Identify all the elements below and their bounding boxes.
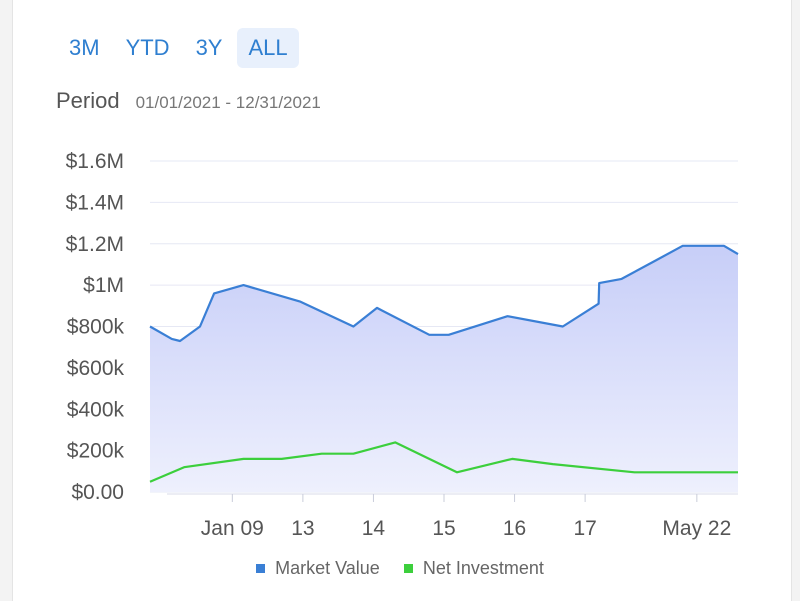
x-tick-label: Jan 09 (201, 517, 264, 540)
legend-item-net-investment[interactable]: Net Investment (403, 558, 544, 579)
x-tick-label: 13 (291, 517, 314, 540)
net-investment-line (149, 441, 738, 483)
y-tick-label: $200k (67, 440, 125, 463)
market-value-area (150, 245, 738, 492)
legend-label-market-value: Market Value (275, 558, 380, 578)
y-tick-label: $600k (67, 357, 125, 380)
x-tick-label: 17 (573, 517, 596, 540)
tab-all[interactable]: ALL (237, 28, 299, 68)
period-value: 01/01/2021 - 12/31/2021 (135, 93, 321, 112)
x-axis-ticks: Jan 09 13 14 15 16 17 May 22 (167, 493, 738, 540)
x-tick-label: 14 (362, 517, 386, 540)
y-tick-label: $1.6M (66, 150, 124, 173)
y-axis-ticks: $0.00 $200k $400k $600k $800k $1M $1.2M $1.4M $1… (66, 150, 125, 504)
y-tick-label: $0.00 (71, 481, 124, 504)
market-value-line (149, 244, 739, 343)
y-tick-label: $400k (67, 398, 125, 421)
legend: Market Value Net Investment (0, 558, 800, 579)
x-tick-label: 16 (503, 517, 526, 540)
period-label: Period (56, 88, 120, 113)
legend-item-market-value[interactable]: Market Value (256, 558, 380, 579)
tab-3y[interactable]: 3Y (195, 35, 223, 60)
tab-ytd[interactable]: YTD (125, 35, 170, 60)
y-tick-label: $1.4M (66, 191, 124, 214)
market-value-swatch (256, 564, 266, 573)
legend-label-net-investment: Net Investment (422, 558, 544, 578)
period-row: Period 01/01/2021 - 12/31/2021 (56, 88, 321, 114)
net-investment-swatch (403, 564, 413, 573)
y-tick-label: $800k (67, 316, 125, 339)
y-tick-label: $1.2M (66, 233, 124, 256)
range-tabs: 3M YTD 3Y ALL (58, 28, 299, 68)
y-tick-label: $1M (83, 274, 124, 297)
tab-3m[interactable]: 3M (69, 35, 100, 60)
x-tick-label: 15 (432, 517, 455, 540)
x-tick-label: May 22 (662, 517, 731, 540)
